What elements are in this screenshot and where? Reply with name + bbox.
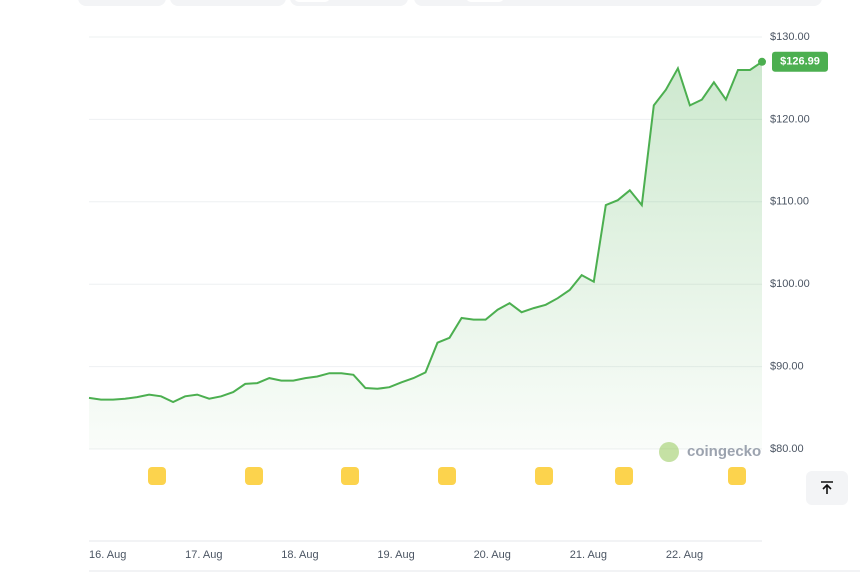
event-marker[interactable] [728, 467, 746, 485]
y-tick-label: $80.00 [770, 443, 804, 455]
event-marker[interactable] [438, 467, 456, 485]
y-tick-label: $90.00 [770, 361, 804, 373]
price-line [88, 60, 763, 404]
event-marker[interactable] [341, 467, 359, 485]
plot: $126.99 [88, 51, 828, 450]
x-tick-label: 16. Aug [89, 549, 126, 561]
y-tick-label: $110.00 [770, 196, 809, 208]
x-tick-label: 17. Aug [185, 549, 222, 561]
tab-selected [467, 0, 503, 2]
x-tick-label: 20. Aug [474, 549, 511, 561]
x-tick-label: 22. Aug [666, 549, 703, 561]
watermark: coingecko [687, 443, 761, 460]
event-marker[interactable] [535, 467, 553, 485]
tab[interactable] [170, 0, 286, 6]
x-tick-label: 21. Aug [570, 549, 607, 561]
last-point [758, 57, 766, 66]
event-marker[interactable] [148, 467, 166, 485]
price-badge [772, 51, 828, 72]
price-badge-label: $126.99 [780, 56, 820, 68]
watermark-logo [659, 442, 679, 462]
y-tick-label: $120.00 [770, 113, 810, 125]
tab[interactable] [78, 0, 166, 6]
event-markers [148, 467, 746, 485]
y-tick-label: $130.00 [770, 31, 810, 43]
x-tick-label: 18. Aug [281, 549, 318, 561]
event-marker[interactable] [245, 467, 263, 485]
grid: $80.00 $90.00 $100.00 $110.00 $120.00 $130.00… [89, 31, 810, 561]
tab[interactable] [414, 0, 822, 6]
tab-selected [295, 0, 329, 2]
event-marker[interactable] [615, 467, 633, 485]
area [89, 61, 762, 450]
y-tick-label: $100.00 [770, 278, 810, 290]
x-tick-label: 19. Aug [377, 549, 414, 561]
scroll-top-icon [821, 481, 833, 494]
